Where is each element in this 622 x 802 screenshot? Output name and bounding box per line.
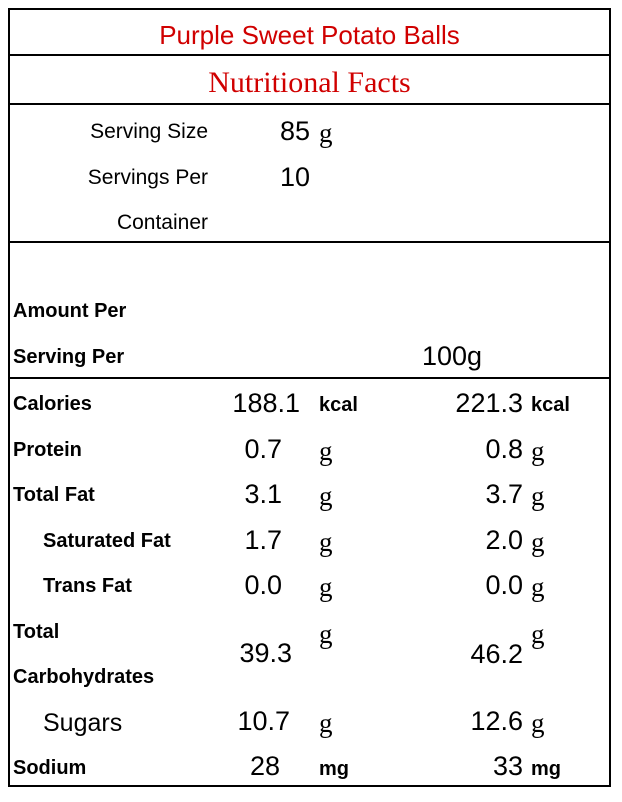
nutrient-unit: kcal [319,394,358,416]
nutrient-unit-per100: g [531,436,545,466]
nutrient-per100-value: 33 [492,751,523,781]
nutrient-serving-value: 28 [249,751,280,781]
amount-per-label-1: Amount Per [13,300,127,322]
nutrient-per100-value: 0.0 [485,570,523,600]
nutrient-unit: g [319,481,333,511]
divider [10,241,609,243]
nutrition-label: Purple Sweet Potato Balls Nutritional Fa… [8,8,611,787]
nutrient-name: Total Fat [13,484,95,506]
nutrient-name-line1: Total [13,621,60,643]
nutrient-unit-per100: g [531,708,545,738]
nutrient-serving-value: 0.0 [244,570,282,600]
nutrient-unit: g [319,527,333,557]
nutrient-name: Trans Fat [43,575,132,597]
nutrient-per100-value: 221.3 [455,388,523,418]
servings-per-label-2: Container [116,211,208,234]
divider [10,103,609,105]
nutrient-unit: g [319,708,333,738]
nutrient-serving-value: 1.7 [244,525,282,555]
per-100g-header: 100g [422,341,483,371]
nutrient-per100-value: 0.8 [485,434,523,464]
serving-size-value: 85 [280,116,311,146]
nutrient-name: Sugars [43,709,123,737]
serving-size-unit: g [319,118,333,148]
nutrient-name-line2: Carbohydrates [13,666,155,688]
nutrient-serving-value: 39.3 [239,638,292,668]
product-title: Purple Sweet Potato Balls [159,20,460,50]
nutrient-unit-per100: g [531,572,545,602]
nutrient-unit-per100: g [531,527,545,557]
nutrient-name: Calories [13,393,92,415]
nutrient-unit: mg [319,758,349,780]
divider [10,54,609,56]
nutrient-name: Protein [13,439,82,461]
section-title: Nutritional Facts [208,66,411,99]
nutrient-serving-value: 188.1 [232,388,300,418]
serving-size-label: Serving Size [90,120,208,143]
nutrient-unit-per100: g [531,619,545,649]
divider [10,377,609,379]
nutrient-per100-value: 12.6 [470,706,523,736]
nutrient-per100-value: 3.7 [485,479,523,509]
servings-per-value: 10 [280,162,311,192]
nutrient-unit-per100: mg [531,758,561,780]
nutrient-serving-value: 3.1 [244,479,282,509]
servings-per-label-1: Servings Per [87,166,208,189]
nutrient-unit: g [319,436,333,466]
nutrient-unit-per100: kcal [531,394,570,416]
amount-per-label-2: Serving Per [13,346,125,368]
nutrient-per100-value: 2.0 [485,525,523,555]
nutrient-unit-per100: g [531,481,545,511]
nutrient-serving-value: 0.7 [244,434,282,464]
nutrient-unit: g [319,572,333,602]
nutrient-unit: g [319,619,333,649]
nutrient-serving-value: 10.7 [237,706,290,736]
nutrient-name: Sodium [13,757,87,779]
nutrient-name: Saturated Fat [43,530,171,552]
nutrient-per100-value: 46.2 [470,639,523,669]
